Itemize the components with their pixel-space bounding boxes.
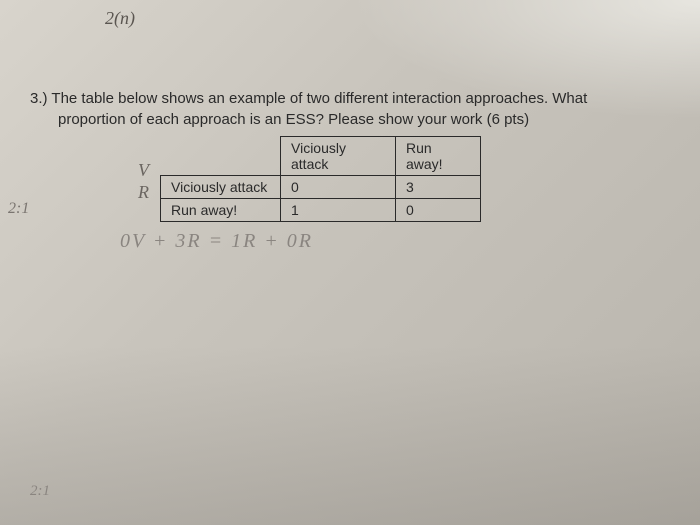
table-row: Run away! 1 0	[161, 199, 481, 222]
question-line-1: 3.) The table below shows an example of …	[30, 90, 670, 107]
handwriting-equation: 0V + 3R = 1R + 0R	[120, 230, 313, 253]
handwriting-ratio-bottom: 2:1	[30, 483, 50, 500]
row-label-attack: Viciously attack	[161, 176, 281, 199]
payoff-table-container: V R Viciously attack Run away! Viciously…	[160, 136, 670, 222]
question-text-1: The table below shows an example of two …	[51, 90, 587, 107]
cell-attack-attack: 0	[281, 176, 396, 199]
row-label-run: Run away!	[161, 199, 281, 222]
col-header-run: Run away!	[396, 137, 481, 176]
cell-attack-run: 3	[396, 176, 481, 199]
payoff-table: Viciously attack Run away! Viciously att…	[160, 136, 481, 222]
cell-run-run: 0	[396, 199, 481, 222]
cell-run-attack: 1	[281, 199, 396, 222]
handwriting-v-mark: V	[138, 160, 149, 181]
question-number: 3.)	[30, 90, 48, 107]
empty-corner-cell	[161, 137, 281, 176]
question-block: 3.) The table below shows an example of …	[30, 90, 670, 222]
handwriting-top-formula: 2(n)	[105, 8, 135, 29]
handwriting-ratio-left: 2:1	[8, 200, 29, 218]
table-row: Viciously attack 0 3	[161, 176, 481, 199]
question-line-2: proportion of each approach is an ESS? P…	[58, 111, 670, 128]
handwriting-r-mark: R	[138, 182, 149, 203]
col-header-attack: Viciously attack	[281, 137, 396, 176]
table-header-row: Viciously attack Run away!	[161, 137, 481, 176]
